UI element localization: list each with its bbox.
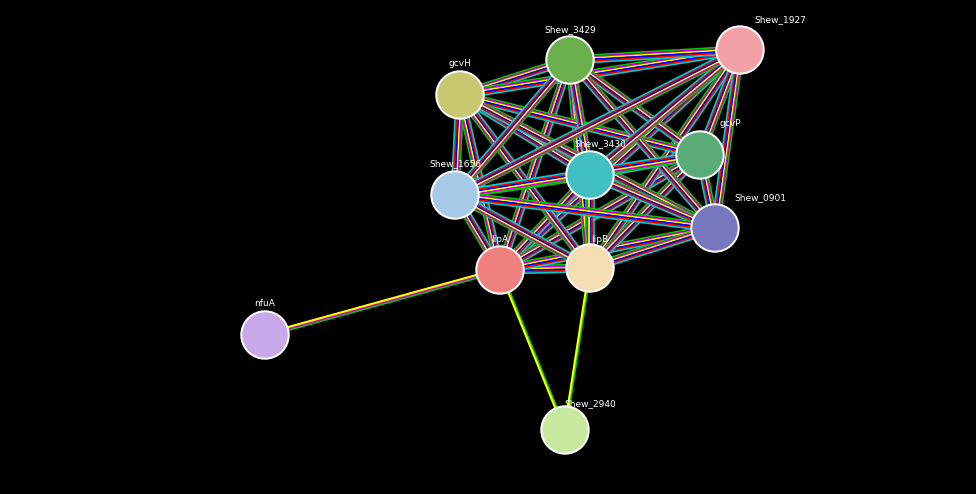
Text: lipB: lipB bbox=[591, 235, 609, 244]
Text: gcvP: gcvP bbox=[719, 119, 741, 128]
Text: Shew_0901: Shew_0901 bbox=[734, 193, 786, 202]
Circle shape bbox=[568, 246, 612, 290]
Circle shape bbox=[693, 206, 737, 250]
Circle shape bbox=[566, 244, 614, 292]
Text: Shew_2940: Shew_2940 bbox=[564, 399, 616, 408]
Text: gcvH: gcvH bbox=[449, 59, 471, 68]
Circle shape bbox=[438, 73, 482, 117]
Text: lipA: lipA bbox=[492, 235, 508, 244]
Circle shape bbox=[718, 28, 762, 72]
Text: Shew_1927: Shew_1927 bbox=[754, 15, 806, 24]
Circle shape bbox=[433, 173, 477, 217]
Text: Shew_3429: Shew_3429 bbox=[545, 25, 596, 34]
Text: Shew_3430: Shew_3430 bbox=[574, 139, 626, 148]
Circle shape bbox=[676, 131, 724, 179]
Circle shape bbox=[566, 151, 614, 199]
Text: Shew_1656: Shew_1656 bbox=[429, 159, 481, 168]
Circle shape bbox=[541, 406, 589, 454]
Circle shape bbox=[243, 313, 287, 357]
Circle shape bbox=[716, 26, 764, 74]
Circle shape bbox=[436, 71, 484, 119]
Circle shape bbox=[548, 38, 592, 82]
Circle shape bbox=[543, 408, 587, 452]
Circle shape bbox=[241, 311, 289, 359]
Circle shape bbox=[691, 204, 739, 252]
Circle shape bbox=[678, 133, 722, 177]
Circle shape bbox=[478, 248, 522, 292]
Text: nfuA: nfuA bbox=[255, 299, 275, 308]
Circle shape bbox=[568, 153, 612, 197]
Circle shape bbox=[431, 171, 479, 219]
Circle shape bbox=[476, 246, 524, 294]
Circle shape bbox=[546, 36, 594, 84]
